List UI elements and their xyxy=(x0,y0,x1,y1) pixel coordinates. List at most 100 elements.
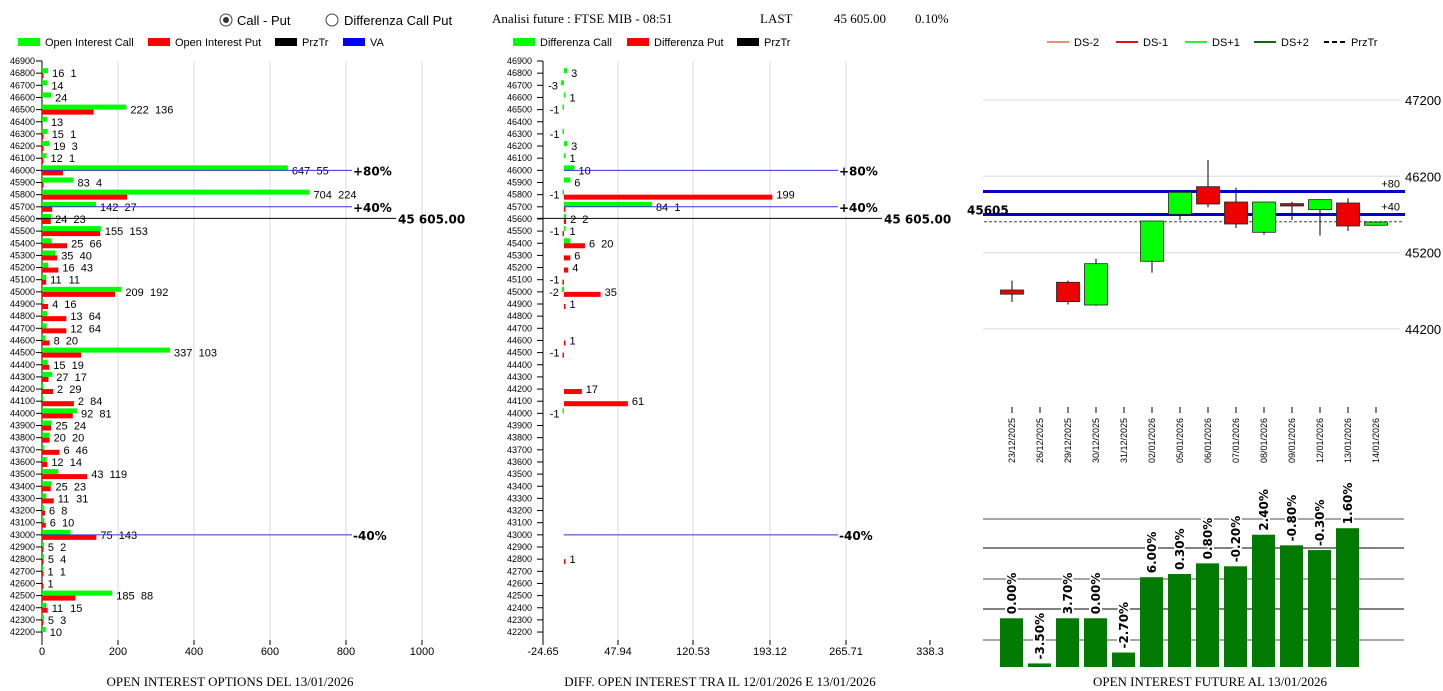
radio-differenza[interactable]: Differenza Call Put xyxy=(325,13,453,28)
put-bar xyxy=(564,304,566,309)
y-tick-label: 43800 xyxy=(10,433,35,443)
put-bar xyxy=(42,109,94,115)
call-value-label: 25 xyxy=(71,238,83,250)
put-bar xyxy=(42,146,44,152)
call-value-label: 704 xyxy=(314,190,332,202)
oi-bar xyxy=(1308,550,1331,667)
call-bar xyxy=(42,481,52,487)
future-candlestick-chart: DS-2 DS-1 DS+1 DS+2 PrzTr 47200 46200 45200 4420… xyxy=(967,37,1441,463)
call-value-label: -1 xyxy=(550,190,560,202)
put-bar xyxy=(42,340,50,346)
radio-label[interactable]: Differenza Call Put xyxy=(344,13,453,28)
call-value-label: 20 xyxy=(54,433,66,445)
y-tick-label: 46500 xyxy=(10,105,35,115)
call-value-label: 6 xyxy=(574,178,580,190)
call-bar xyxy=(42,286,122,292)
call-bar xyxy=(42,602,47,608)
oi-bar xyxy=(1280,545,1303,667)
put-value-label: 17 xyxy=(75,372,87,384)
oi-bar xyxy=(1168,573,1191,667)
put-value-label: 103 xyxy=(199,348,217,360)
put-value-label: 2 xyxy=(582,214,588,226)
oi-bar xyxy=(1336,528,1359,667)
call-bar xyxy=(42,311,47,317)
put-value-label: 136 xyxy=(155,105,173,117)
call-bar xyxy=(42,396,44,402)
call-value-label: 11 xyxy=(52,603,63,615)
call-bar xyxy=(42,493,47,499)
candle-up xyxy=(1252,201,1276,233)
y-tick-label: 44500 xyxy=(10,348,35,358)
call-value-label: 1 xyxy=(570,153,576,165)
y-tick-label: 44600 xyxy=(507,335,532,345)
call-value-label: 222 xyxy=(130,105,148,117)
legend-label: PrzTr xyxy=(302,37,329,49)
oi-bar xyxy=(1112,652,1135,667)
call-bar xyxy=(42,627,46,633)
call-value-label: 10 xyxy=(50,627,62,639)
radio-dot xyxy=(223,17,229,23)
put-value-label: 64 xyxy=(89,311,101,323)
date-label: 02/01/2026 xyxy=(1147,418,1157,463)
put-value-label: 81 xyxy=(99,408,111,420)
y-tick-label: 44000 xyxy=(507,408,532,418)
put-bar xyxy=(564,340,566,346)
put-bar xyxy=(42,389,54,395)
x-tick-label: 120.53 xyxy=(676,646,710,658)
call-value-label: 43 xyxy=(91,469,103,481)
legend-swatch xyxy=(737,38,759,46)
call-value-label: 8 xyxy=(54,335,60,347)
put-value-label: 1 xyxy=(48,578,54,590)
date-label: 31/12/2025 xyxy=(1119,418,1129,463)
put-value-label: 27 xyxy=(125,202,137,214)
put-value-label: 20 xyxy=(66,335,78,347)
put-bar xyxy=(42,583,44,589)
call-bar xyxy=(42,456,47,462)
call-value-label: 5 xyxy=(48,554,54,566)
put-value-label: 24 xyxy=(74,421,86,433)
y-tick-label: 44200 xyxy=(507,384,532,394)
call-value-label: 25 xyxy=(56,421,68,433)
y-tick-label: 46300 xyxy=(10,129,35,139)
y-tick-label: 43800 xyxy=(507,433,532,443)
call-value-label: 155 xyxy=(105,226,123,238)
legend-label: PrzTr xyxy=(764,37,791,49)
date-label: 07/01/2026 xyxy=(1231,418,1241,463)
put-bar xyxy=(42,510,46,516)
candle-down xyxy=(1056,281,1080,303)
call-value-label: -1 xyxy=(550,408,560,420)
y-tick-label: 42200 xyxy=(10,627,35,637)
call-bar xyxy=(42,226,101,232)
put-value-label: 23 xyxy=(74,214,86,226)
date-label: 14/01/2026 xyxy=(1371,418,1381,463)
y-tick-label: 43300 xyxy=(507,493,532,503)
y-tick-label: 46000 xyxy=(507,165,532,175)
y-tick-label: 44500 xyxy=(507,348,532,358)
y-tick-label: 46800 xyxy=(10,68,35,78)
put-bar xyxy=(42,267,59,273)
call-bar xyxy=(42,505,45,511)
y-tick-label: 42300 xyxy=(507,615,532,625)
radio-call-put[interactable]: Call - Put xyxy=(219,13,291,28)
y-tick-label: 46000 xyxy=(10,165,35,175)
x-tick-label: 600 xyxy=(261,646,279,658)
radio-label[interactable]: Call - Put xyxy=(237,13,291,28)
date-label: 12/01/2026 xyxy=(1315,418,1325,463)
date-label: 08/01/2026 xyxy=(1259,418,1269,463)
put-value-label: 4 xyxy=(96,178,102,190)
put-value-label: 29 xyxy=(69,384,81,396)
y-tick-label: 46400 xyxy=(507,117,532,127)
y-tick-label: 43700 xyxy=(507,445,532,455)
level-label: +80 xyxy=(1381,179,1400,191)
y-tick-label: 44200 xyxy=(10,384,35,394)
y-tick-label: 45600 xyxy=(10,214,35,224)
y-tick-label: 45600 xyxy=(507,214,532,224)
radio-button[interactable] xyxy=(325,13,339,27)
put-value-label: 16 xyxy=(64,299,76,311)
put-bar xyxy=(42,522,46,528)
put-bar xyxy=(564,206,566,212)
candle-down xyxy=(1224,201,1248,225)
y-tick-label: 44200 xyxy=(1405,322,1441,337)
put-value-label: 1 xyxy=(570,299,576,311)
y-tick-label: 42800 xyxy=(507,554,532,564)
